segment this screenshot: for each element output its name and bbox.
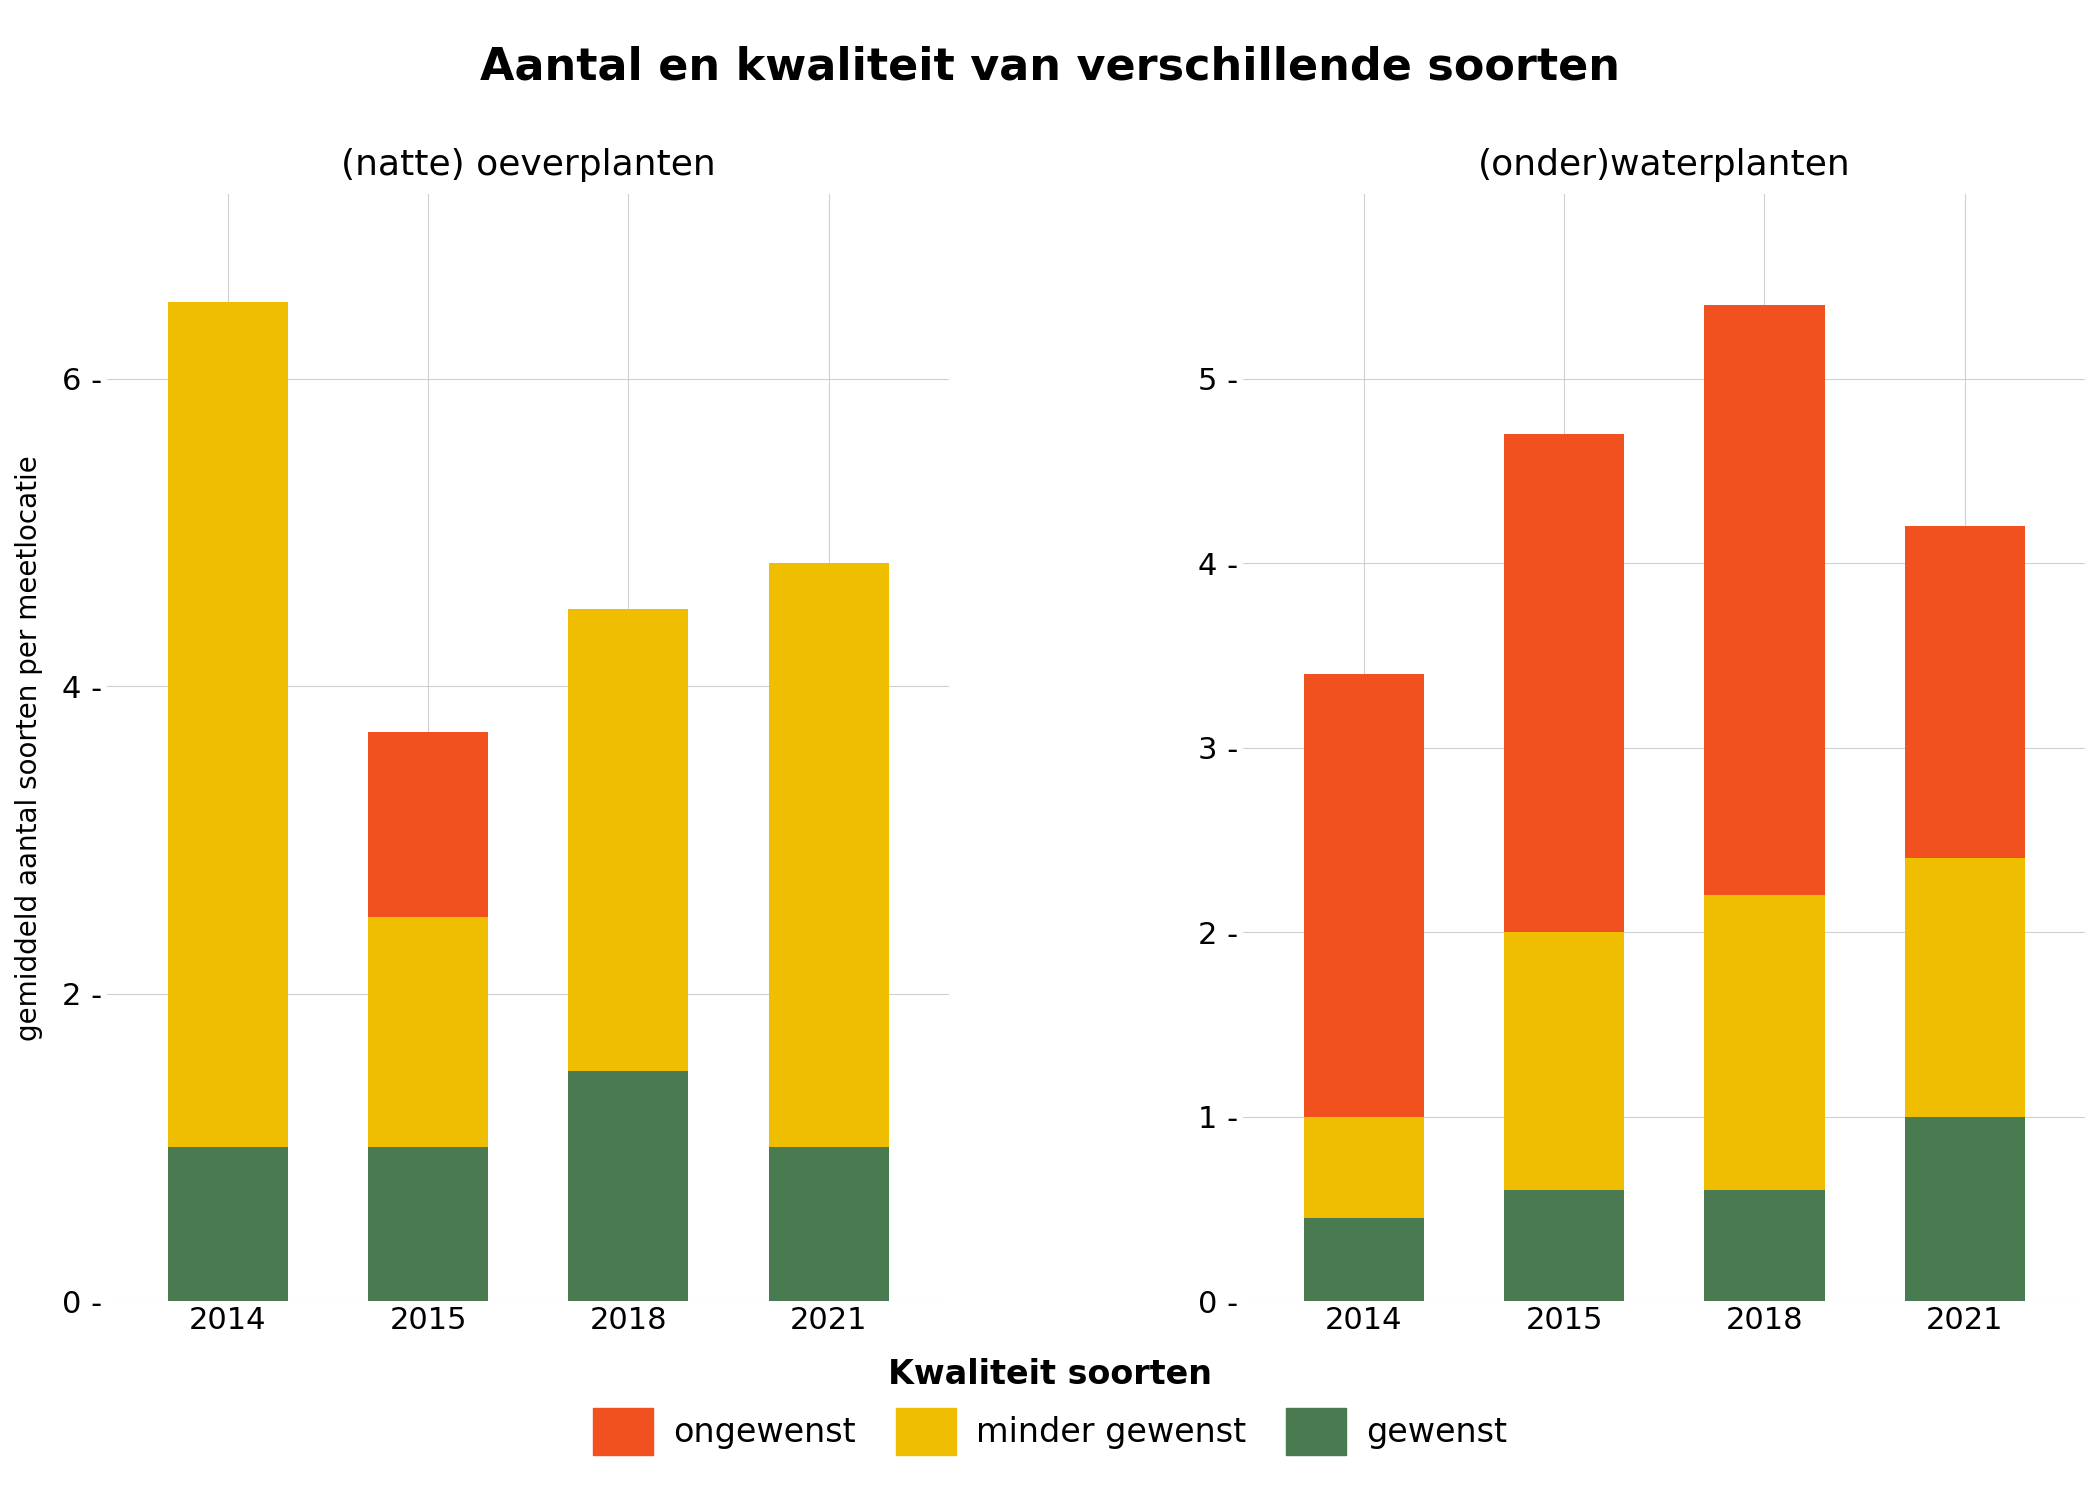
Bar [368,1148,487,1300]
Title: (onder)waterplanten: (onder)waterplanten [1478,148,1850,182]
Bar [1905,1116,2024,1300]
Bar [569,609,689,1071]
Bar [368,916,487,1148]
Bar [1504,1191,1623,1300]
Bar [1905,526,2024,858]
Bar [769,1148,888,1300]
Text: Aantal en kwaliteit van verschillende soorten: Aantal en kwaliteit van verschillende so… [481,45,1619,88]
Bar [569,1071,689,1300]
Bar [1504,433,1623,932]
Bar [1504,932,1623,1191]
Bar [368,732,487,916]
Bar [1304,1116,1424,1218]
Bar [168,302,288,1148]
Bar [1705,1191,1825,1300]
Bar [1304,674,1424,1116]
Bar [769,564,888,1148]
Bar [1705,896,1825,1191]
Y-axis label: gemiddeld aantal soorten per meetlocatie: gemiddeld aantal soorten per meetlocatie [15,454,42,1041]
Title: (natte) oeverplanten: (natte) oeverplanten [340,148,716,182]
Bar [1705,304,1825,895]
Legend: ongewenst, minder gewenst, gewenst: ongewenst, minder gewenst, gewenst [580,1346,1520,1468]
Bar [1905,858,2024,1116]
Bar [168,1148,288,1300]
Bar [1304,1218,1424,1300]
